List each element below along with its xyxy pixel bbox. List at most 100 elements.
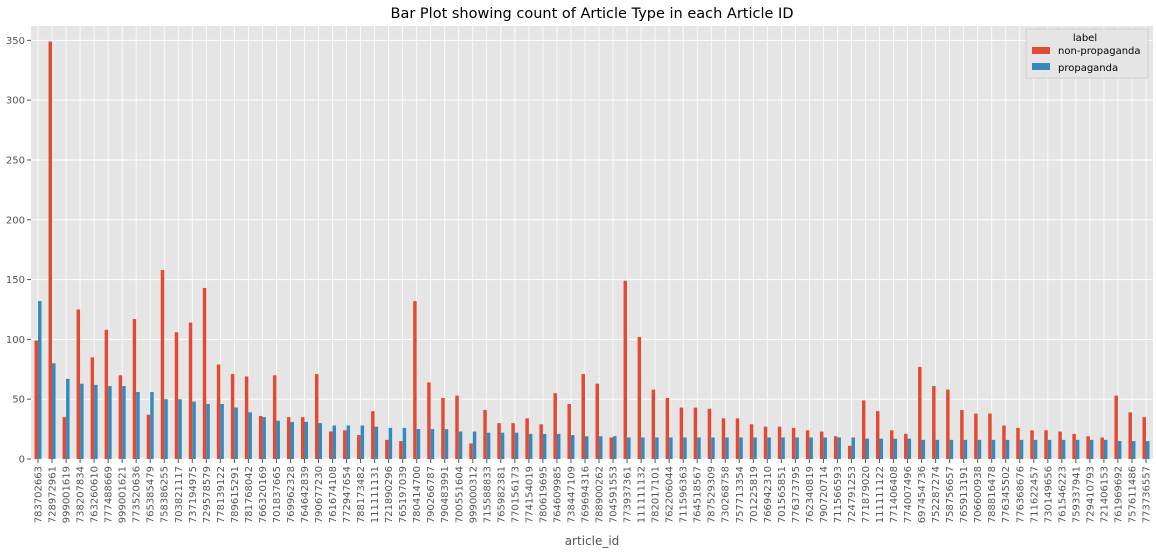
bar-propaganda-757713354: [739, 437, 743, 459]
x-tick-label: 697454736: [917, 466, 928, 523]
bar-propaganda-737194975: [192, 401, 196, 459]
bar-propaganda-999001619: [66, 378, 70, 459]
bar-propaganda-752287274: [935, 439, 940, 459]
bar-propaganda-765197039: [402, 427, 407, 459]
bar-non-propaganda-999001619: [62, 417, 67, 459]
bar-propaganda-738447109: [570, 435, 575, 459]
bar-propaganda-790720714: [823, 437, 827, 459]
x-tick-label: 773937361: [623, 466, 634, 523]
bar-non-propaganda-764609985: [553, 393, 557, 459]
bar-propaganda-773937361: [627, 437, 631, 459]
legend-swatch-non-propaganda: [1032, 47, 1050, 54]
bar-propaganda-764642839: [304, 421, 308, 459]
bars: [34, 41, 1150, 460]
bar-propaganda-765913191: [963, 439, 968, 459]
y-tick-label: 200: [6, 215, 25, 226]
bar-non-propaganda-738207834: [76, 309, 81, 459]
bar-non-propaganda-764518567: [693, 407, 698, 459]
x-tick-label: 730149656: [1043, 466, 1054, 523]
x-tick-label: 769962328: [286, 466, 297, 523]
bar-propaganda-697454736: [921, 439, 926, 459]
y-tick-label: 350: [6, 36, 25, 47]
y-tick-label: 50: [12, 395, 25, 406]
bar-propaganda-704591553: [613, 436, 617, 459]
bar-propaganda-790483991: [444, 429, 449, 459]
bar-propaganda-706600938: [977, 439, 982, 459]
bar-non-propaganda-758756657: [946, 389, 950, 459]
bar-propaganda-773520636: [136, 392, 140, 459]
x-tick-label: 765982381: [496, 466, 507, 523]
bar-propaganda-757611486: [1131, 441, 1136, 459]
bar-non-propaganda-774007496: [904, 433, 908, 459]
x-tick-label: 766320169: [258, 466, 269, 523]
x-tick-label: 782017101: [651, 466, 662, 523]
bar-non-propaganda-788900262: [595, 383, 600, 459]
bar-propaganda-790677230: [318, 423, 323, 459]
bar-non-propaganda-111111131: [371, 411, 375, 459]
x-tick-label: 787529309: [707, 466, 718, 523]
x-tick-label: 773736557: [1141, 466, 1152, 523]
bar-non-propaganda-790266787: [427, 382, 431, 459]
bar-non-propaganda-729410793: [1086, 436, 1090, 459]
bar-propaganda-788173482: [360, 425, 365, 459]
bar-non-propaganda-711622457: [1030, 430, 1034, 459]
bar-non-propaganda-765385479: [146, 414, 151, 459]
x-tick-label: 777488669: [104, 466, 115, 523]
chart-title: Bar Plot showing count of Article Type i…: [391, 6, 794, 22]
bar-non-propaganda-700551604: [455, 395, 459, 459]
x-tick-label: 769694316: [580, 466, 591, 523]
bar-non-propaganda-999001621: [118, 375, 123, 459]
bar-non-propaganda-761546223: [1058, 431, 1062, 459]
bar-propaganda-728972961: [52, 363, 56, 459]
legend-swatch-propaganda: [1032, 63, 1050, 70]
x-tick-label: 761969692: [1113, 466, 1124, 523]
bar-non-propaganda-769962328: [286, 417, 291, 459]
y-tick-label: 250: [6, 155, 25, 166]
bar-non-propaganda-752287274: [932, 386, 936, 459]
bar-non-propaganda-759337941: [1072, 433, 1076, 459]
bar-propaganda-111111122: [879, 438, 884, 459]
bar-non-propaganda-788816478: [988, 413, 992, 459]
x-tick-label: 701225819: [749, 466, 760, 523]
y-tick-label: 0: [19, 455, 25, 466]
x-tick-label: 761546223: [1057, 466, 1068, 523]
bar-non-propaganda-758386255: [160, 270, 165, 459]
x-tick-label: 764609985: [552, 466, 563, 523]
x-tick-label: 999001621: [118, 466, 129, 523]
bar-propaganda-776345502: [1005, 439, 1010, 459]
bar-non-propaganda-765982381: [497, 423, 501, 459]
bar-propaganda-738207834: [80, 383, 84, 459]
x-tick-label: 729410793: [1085, 466, 1096, 523]
y-tick-label: 300: [6, 96, 25, 107]
bar-propaganda-758756657: [949, 439, 954, 459]
x-tick-label: 738447109: [566, 466, 577, 523]
bar-non-propaganda-782017101: [651, 389, 656, 459]
x-tick-label: 701565851: [777, 466, 788, 523]
bar-non-propaganda-790677230: [315, 374, 319, 459]
x-tick-label: 781768042: [244, 466, 255, 523]
bar-propaganda-764518567: [697, 437, 701, 459]
x-tick-label: 999000312: [468, 466, 479, 523]
bar-non-propaganda-697454736: [918, 366, 922, 459]
bar-non-propaganda-783702663: [34, 340, 39, 459]
bar-non-propaganda-737194975: [188, 322, 193, 459]
x-tick-label: 765197039: [398, 466, 409, 523]
x-tick-label: 783702663: [34, 466, 45, 523]
x-tick-label: 715588833: [482, 466, 493, 523]
x-tick-label: 774154019: [524, 466, 535, 523]
x-tick-label: 758756657: [945, 466, 956, 523]
x-tick-label: 111111131: [370, 466, 381, 523]
bar-non-propaganda-757611486: [1128, 412, 1132, 459]
x-tick-label: 765385479: [146, 466, 157, 523]
bar-propaganda-777488669: [108, 386, 112, 459]
bar-non-propaganda-778139122: [216, 364, 221, 459]
x-tick-label: 776345502: [1001, 466, 1012, 523]
bar-non-propaganda-771406408: [890, 430, 894, 459]
bar-non-propaganda-776373795: [791, 427, 796, 459]
bar-propaganda-763260610: [94, 384, 98, 459]
bar-propaganda-730268758: [725, 437, 729, 459]
bar-non-propaganda-764642839: [300, 417, 305, 459]
bar-non-propaganda-773736557: [1142, 417, 1146, 459]
bar-propaganda-111111131: [374, 426, 379, 459]
